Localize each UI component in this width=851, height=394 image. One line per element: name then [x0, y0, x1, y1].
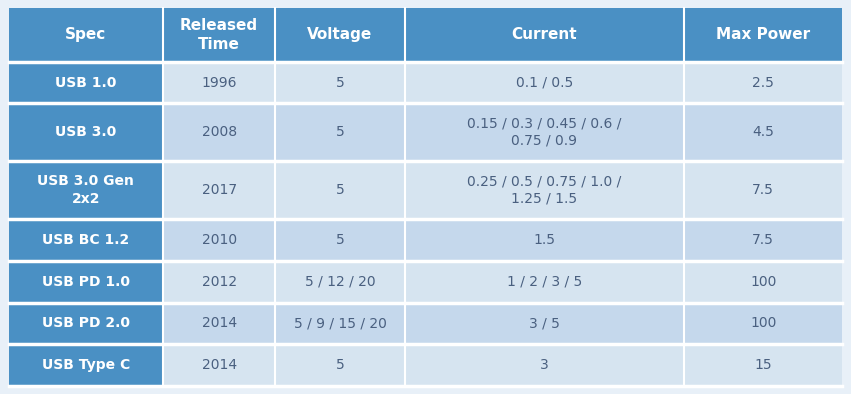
Bar [9, 261, 163, 303]
Text: 7.5: 7.5 [752, 233, 774, 247]
Bar [9, 104, 163, 161]
Bar [684, 219, 842, 261]
Text: 5 / 9 / 15 / 20: 5 / 9 / 15 / 20 [294, 316, 386, 331]
Text: 2014: 2014 [202, 358, 237, 372]
Text: 2017: 2017 [202, 183, 237, 197]
Text: 3: 3 [540, 358, 549, 372]
Bar [684, 344, 842, 386]
Bar [163, 161, 276, 219]
Bar [405, 219, 684, 261]
Bar [405, 161, 684, 219]
Text: 100: 100 [750, 275, 776, 289]
Text: 5: 5 [335, 76, 345, 89]
Bar [276, 61, 405, 104]
Text: 5: 5 [335, 183, 345, 197]
Bar [163, 344, 276, 386]
Text: 5: 5 [335, 125, 345, 139]
Text: Max Power: Max Power [717, 27, 810, 42]
Bar [276, 344, 405, 386]
Text: 5 / 12 / 20: 5 / 12 / 20 [305, 275, 375, 289]
Bar [163, 8, 276, 61]
Text: 5: 5 [335, 358, 345, 372]
Bar [276, 261, 405, 303]
Text: Released
Time: Released Time [180, 18, 258, 52]
Bar [276, 8, 405, 61]
Text: Voltage: Voltage [307, 27, 373, 42]
Text: 100: 100 [750, 316, 776, 331]
Bar [684, 161, 842, 219]
Bar [684, 303, 842, 344]
Text: 1.5: 1.5 [534, 233, 556, 247]
Text: USB 1.0: USB 1.0 [55, 76, 117, 89]
Text: USB Type C: USB Type C [42, 358, 130, 372]
Text: USB PD 1.0: USB PD 1.0 [42, 275, 129, 289]
Text: 7.5: 7.5 [752, 183, 774, 197]
Text: USB 3.0 Gen
2x2: USB 3.0 Gen 2x2 [37, 175, 134, 206]
Bar [9, 61, 163, 104]
Bar [276, 303, 405, 344]
Text: USB PD 2.0: USB PD 2.0 [42, 316, 129, 331]
Text: 1996: 1996 [202, 76, 237, 89]
Text: 2.5: 2.5 [752, 76, 774, 89]
Text: USB BC 1.2: USB BC 1.2 [42, 233, 129, 247]
Bar [9, 161, 163, 219]
Bar [405, 61, 684, 104]
Bar [684, 104, 842, 161]
Bar [163, 104, 276, 161]
Bar [163, 219, 276, 261]
Bar [684, 261, 842, 303]
Bar [405, 344, 684, 386]
Bar [405, 261, 684, 303]
Bar [163, 303, 276, 344]
Bar [9, 8, 163, 61]
Bar [684, 61, 842, 104]
Bar [276, 161, 405, 219]
Text: 5: 5 [335, 233, 345, 247]
Text: 3 / 5: 3 / 5 [529, 316, 560, 331]
Text: Spec: Spec [65, 27, 106, 42]
Bar [9, 344, 163, 386]
Bar [684, 8, 842, 61]
Bar [163, 61, 276, 104]
Bar [276, 104, 405, 161]
Text: 2014: 2014 [202, 316, 237, 331]
Text: USB 3.0: USB 3.0 [55, 125, 117, 139]
Bar [405, 303, 684, 344]
Text: 1 / 2 / 3 / 5: 1 / 2 / 3 / 5 [506, 275, 582, 289]
Text: 2012: 2012 [202, 275, 237, 289]
Text: 15: 15 [755, 358, 772, 372]
Text: 0.15 / 0.3 / 0.45 / 0.6 /
0.75 / 0.9: 0.15 / 0.3 / 0.45 / 0.6 / 0.75 / 0.9 [467, 117, 621, 148]
Text: 4.5: 4.5 [752, 125, 774, 139]
Text: 0.1 / 0.5: 0.1 / 0.5 [516, 76, 573, 89]
Text: Current: Current [511, 27, 577, 42]
Bar [9, 303, 163, 344]
Bar [405, 104, 684, 161]
Bar [163, 261, 276, 303]
Text: 2008: 2008 [202, 125, 237, 139]
Text: 2010: 2010 [202, 233, 237, 247]
Bar [405, 8, 684, 61]
Bar [9, 219, 163, 261]
Bar [276, 219, 405, 261]
Text: 0.25 / 0.5 / 0.75 / 1.0 /
1.25 / 1.5: 0.25 / 0.5 / 0.75 / 1.0 / 1.25 / 1.5 [467, 175, 621, 206]
